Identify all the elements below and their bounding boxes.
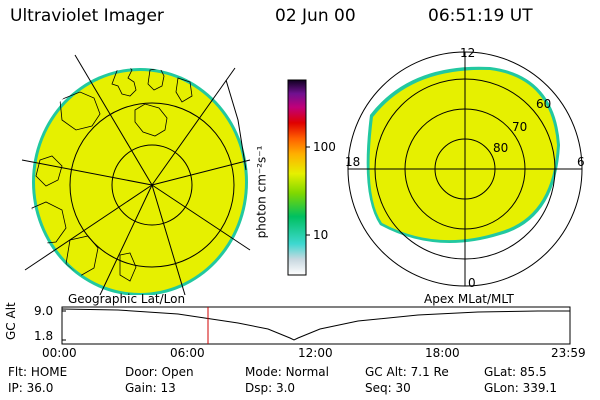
status-gc-alt: GC Alt: 7.1 Re [365,365,449,379]
time-label: 06:51:19 UT [428,6,533,26]
colorbar-gradient [287,79,307,276]
timeline-xtick: 23:59 [551,346,586,360]
timeline-ytick-max: 9.0 [34,304,54,318]
lat-label-80: 80 [493,141,509,155]
colorbar-tick-100: 100 [313,140,336,154]
geographic-label: Geographic Lat/Lon [68,292,186,306]
apex-label: Apex MLat/MLT [424,292,514,306]
timeline-frame [61,306,571,345]
polar-grid [347,51,583,287]
date-label: 02 Jun 00 [275,6,356,26]
geo-image-fill [35,71,245,293]
magnetic-polar-plot [347,51,583,287]
aurora-fill [369,69,557,241]
coastlines [28,68,193,282]
geographic-map [21,54,251,295]
lat-label-70: 70 [512,120,528,134]
colorbar [287,79,310,276]
timeline-xtick: 12:00 [298,346,333,360]
status-ip: IP: 36.0 [8,381,54,395]
colorbar-tick-10: 10 [313,228,329,242]
status-mode: Mode: Normal [245,365,329,379]
mlt-label-6: 6 [577,155,585,169]
altitude-timeline [61,306,571,345]
status-glat: GLat: 85.5 [484,365,547,379]
timeline-xtick: 06:00 [170,346,205,360]
status-flt: Flt: HOME [8,365,68,379]
status-gain: Gain: 13 [125,381,176,395]
status-glon: GLon: 339.1 [484,381,557,395]
timeline-xtick: 18:00 [425,346,460,360]
mlt-label-18: 18 [345,155,361,169]
status-seq: Seq: 30 [365,381,411,395]
status-door: Door: Open [125,365,194,379]
map-edge-line [225,79,247,171]
mlt-label-0: 0 [468,276,476,290]
timeline-ylabel: GC Alt [4,302,18,340]
instrument-title: Ultraviolet Imager [10,6,164,26]
status-dsp: Dsp: 3.0 [245,381,296,395]
timeline-xtick: 00:00 [42,346,77,360]
altitude-curve [61,308,570,341]
lat-label-60: 60 [536,97,552,111]
mlt-label-12: 12 [460,46,476,60]
colorbar-unit: photon cm⁻²s⁻¹ [254,145,269,239]
timeline-ytick-min: 1.8 [34,329,54,343]
geo-grid [21,54,251,295]
